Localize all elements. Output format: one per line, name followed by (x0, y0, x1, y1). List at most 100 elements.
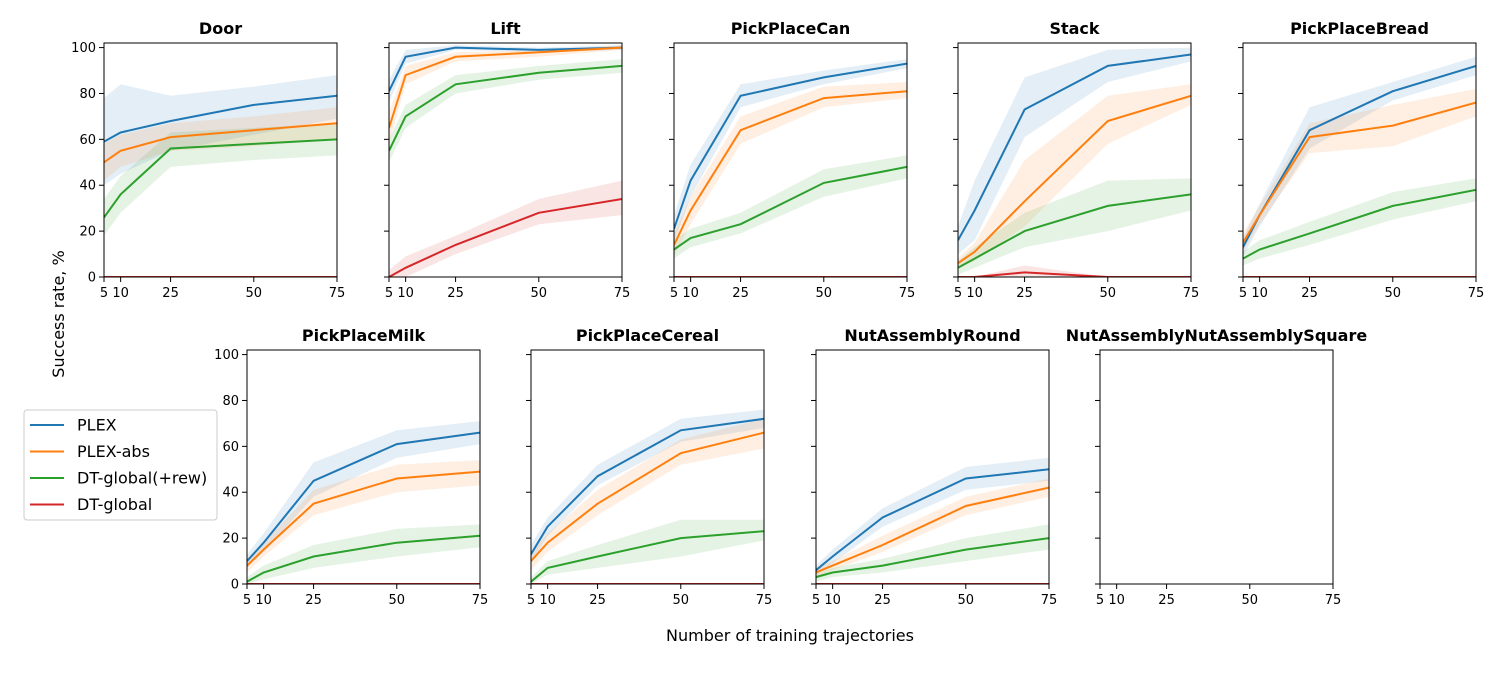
x-tick-label: 10 (1108, 593, 1125, 608)
line-plex-abs (958, 94, 1191, 265)
band-plex-abs (674, 82, 907, 257)
axes-frame (530, 349, 765, 585)
axes-frame (103, 42, 338, 278)
line-dt-global-rew (389, 64, 622, 152)
subplot-pickplacebread: PickPlaceBread 5 10 25 50 75 (1238, 19, 1484, 301)
x-tick-label: 75 (329, 286, 346, 301)
x-tick-label: 5 (670, 286, 678, 301)
x-tick-label: 75 (1041, 593, 1058, 608)
plot-area (531, 409, 764, 584)
band-plex (1243, 56, 1476, 257)
band-plex-abs (531, 418, 764, 571)
line-plex (674, 62, 907, 230)
x-tick-label: 10 (255, 593, 272, 608)
subplot-title: NutAssemblyRound (844, 326, 1020, 345)
legend-item-plex-abs: PLEX-abs (30, 442, 150, 461)
legend-label: DT-global (77, 495, 152, 514)
band-plex (531, 409, 764, 564)
legend-item-dt-global: DT-global (30, 495, 152, 514)
line-dt-global (389, 198, 622, 277)
plot-area (674, 59, 907, 277)
line-plex (531, 417, 764, 555)
band-plex-abs (1243, 88, 1476, 252)
line-dt-global-rew (674, 165, 907, 251)
subplot-stack: Stack 5 10 25 50 75 (953, 19, 1199, 301)
y-tick-label: 100 (71, 41, 96, 56)
x-tick-label: 50 (673, 593, 690, 608)
band-dt-global-rew (104, 123, 337, 236)
x-tick-label: 75 (1183, 286, 1200, 301)
x-tick-label: 5 (243, 593, 251, 608)
subplot-title: Lift (490, 19, 521, 38)
axes-frame (388, 42, 623, 278)
legend-box (23, 409, 218, 521)
x-tick-label: 75 (1468, 286, 1485, 301)
line-plex-abs (531, 431, 764, 562)
x-tick-label: 10 (397, 286, 414, 301)
x-tick-label: 5 (1239, 286, 1247, 301)
legend-label: PLEX-abs (77, 442, 150, 461)
x-tick-label: 5 (1096, 593, 1104, 608)
subplot-pickplacecereal: PickPlaceCereal 5 10 25 50 75 (526, 326, 772, 608)
axes-frame (1099, 349, 1334, 585)
line-plex-abs (674, 90, 907, 246)
x-tick-label: 50 (531, 286, 548, 301)
x-tick-label: 10 (824, 593, 841, 608)
band-dt-global-rew (247, 524, 480, 584)
band-dt-global (389, 180, 622, 277)
plot-area (958, 47, 1191, 277)
line-dt-global-rew (1243, 188, 1476, 260)
y-axis-label: Success rate, % (49, 250, 68, 377)
line-dt-global (958, 271, 1191, 277)
x-tick-label: 50 (816, 286, 833, 301)
line-plex-abs (104, 122, 337, 164)
axes-frame (957, 42, 1192, 278)
line-dt-global-rew (958, 193, 1191, 269)
subplot-lift: Lift 5 10 25 50 75 (384, 19, 630, 301)
x-tick-label: 5 (100, 286, 108, 301)
legend-item-dt-global-rew: DT-global(+rew) (30, 469, 207, 488)
line-plex-abs (1243, 101, 1476, 244)
y-tick-label: 0 (88, 271, 96, 286)
line-plex (958, 53, 1191, 241)
band-dt-global-rew (674, 155, 907, 259)
band-plex-abs (816, 478, 1049, 578)
subplot-title: PickPlaceCan (731, 19, 851, 38)
line-dt-global-rew (816, 537, 1049, 579)
line-plex (816, 468, 1049, 571)
axes-frame (673, 42, 908, 278)
y-tick-label: 60 (222, 440, 239, 455)
x-tick-label: 75 (899, 286, 916, 301)
x-tick-label: 10 (112, 286, 129, 301)
plot-area (1243, 56, 1476, 277)
x-tick-label: 75 (1325, 593, 1342, 608)
subplot-pickplacecan: PickPlaceCan 5 10 25 50 75 (669, 19, 915, 301)
plot-area (247, 421, 480, 584)
band-plex-abs (958, 84, 1191, 268)
y-tick-label: 40 (79, 179, 96, 194)
axes-frame (246, 349, 481, 585)
line-dt-global-rew (531, 530, 764, 583)
x-tick-label: 50 (1100, 286, 1117, 301)
line-plex (104, 94, 337, 143)
x-tick-label: 50 (958, 593, 975, 608)
x-axis-label: Number of training trajectories (666, 626, 914, 645)
x-tick-label: 50 (389, 593, 406, 608)
subplot-nutassemblynutassemblysquare: NutAssemblyNutAssemblySquare 5 10 25 50 75 (1066, 326, 1368, 608)
x-tick-label: 10 (682, 286, 699, 301)
y-tick-label: 20 (222, 532, 239, 547)
band-plex-abs (247, 460, 480, 573)
y-tick-label: 0 (231, 578, 239, 593)
line-plex-abs (247, 470, 480, 567)
x-tick-label: 5 (385, 286, 393, 301)
line-plex-abs (389, 46, 622, 129)
legend-item-plex: PLEX (30, 416, 117, 435)
subplot-title: Door (199, 19, 242, 38)
x-tick-label: 75 (614, 286, 631, 301)
y-tick-label: 60 (79, 133, 96, 148)
subplot-title: Stack (1049, 19, 1099, 38)
x-tick-label: 5 (527, 593, 535, 608)
x-tick-label: 25 (732, 286, 749, 301)
x-tick-label: 5 (812, 593, 820, 608)
